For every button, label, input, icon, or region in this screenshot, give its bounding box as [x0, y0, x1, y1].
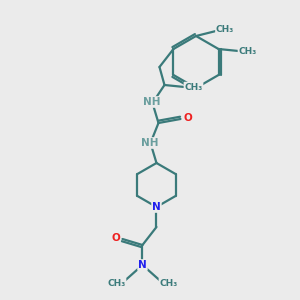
Text: CH₃: CH₃ — [159, 278, 178, 287]
Text: O: O — [183, 113, 192, 123]
Text: NH: NH — [141, 138, 158, 148]
Text: NH: NH — [143, 97, 160, 107]
Text: O: O — [111, 233, 120, 243]
Text: N: N — [138, 260, 147, 270]
Text: CH₃: CH₃ — [238, 46, 256, 56]
Text: CH₃: CH₃ — [184, 82, 202, 91]
Text: CH₃: CH₃ — [216, 26, 234, 34]
Text: N: N — [152, 202, 161, 212]
Text: CH₃: CH₃ — [107, 278, 126, 287]
